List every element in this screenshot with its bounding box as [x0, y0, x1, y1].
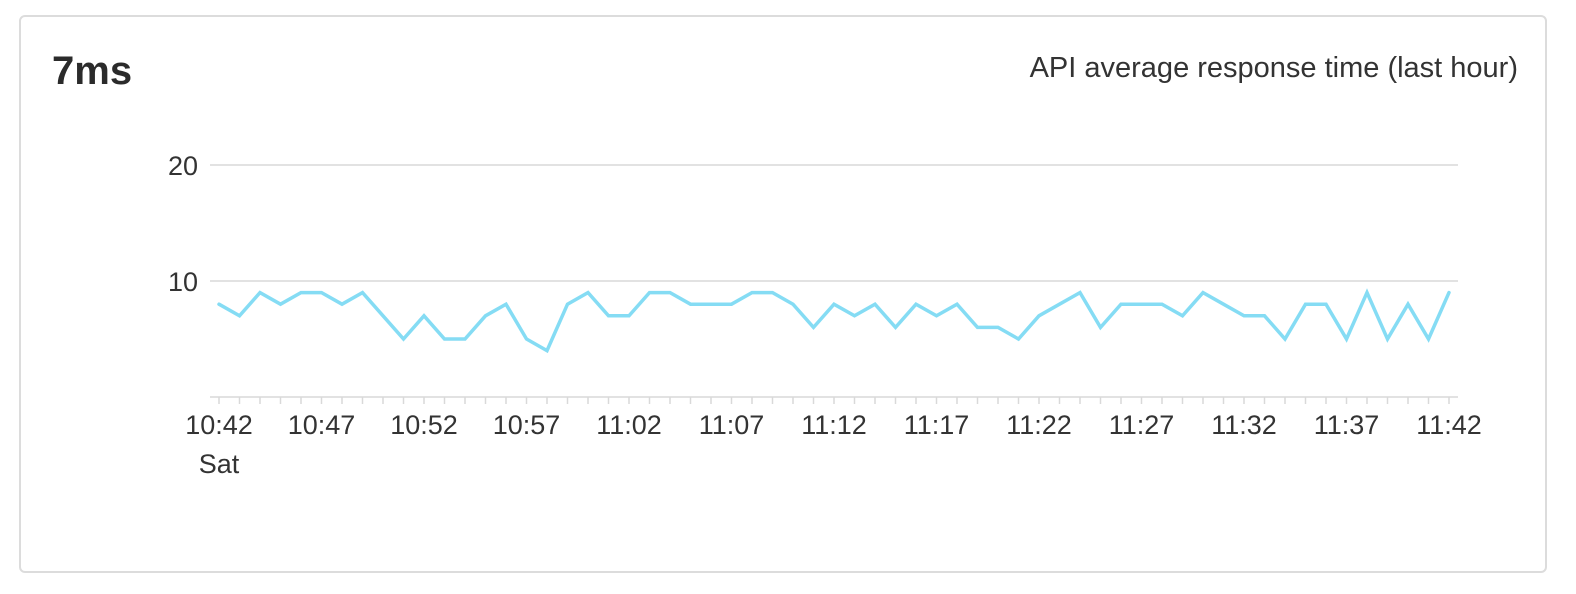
x-tick-label: 11:22 — [1006, 410, 1072, 440]
x-tick-label: 11:32 — [1211, 410, 1277, 440]
chart-card: 7ms API average response time (last hour… — [19, 15, 1547, 573]
x-tick-label: 10:57 — [493, 410, 561, 440]
y-tick-label: 10 — [168, 267, 198, 297]
x-tick-label: 11:37 — [1314, 410, 1380, 440]
x-tick-label: 11:17 — [904, 410, 970, 440]
x-tick-label: 11:42 — [1416, 410, 1482, 440]
x-tick-label: 11:02 — [596, 410, 662, 440]
x-sublabel: Sat — [199, 449, 240, 479]
series-line — [217, 288, 1451, 354]
x-tick-label: 11:07 — [699, 410, 765, 440]
metric-value: 7ms — [52, 49, 133, 93]
x-tick-label: 11:27 — [1109, 410, 1175, 440]
x-tick-label: 10:52 — [390, 410, 458, 440]
x-tick-label: 10:47 — [288, 410, 356, 440]
y-tick-label: 20 — [168, 151, 198, 181]
chart-title: API average response time (last hour) — [1029, 52, 1518, 84]
x-tick-label: 10:42 — [185, 410, 253, 440]
x-tick-label: 11:12 — [801, 410, 867, 440]
